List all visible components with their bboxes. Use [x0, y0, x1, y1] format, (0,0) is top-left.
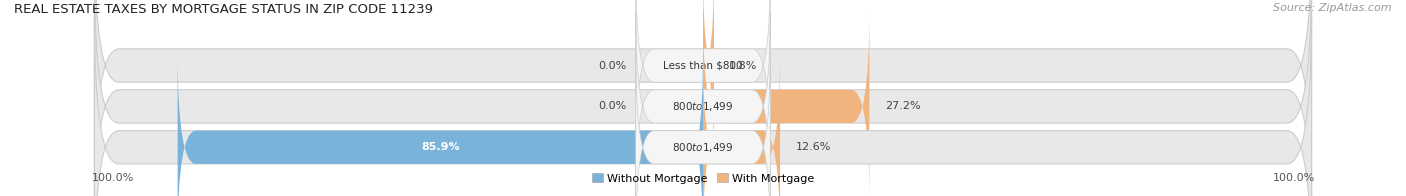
- FancyBboxPatch shape: [636, 12, 770, 196]
- Text: $800 to $1,499: $800 to $1,499: [672, 100, 734, 113]
- FancyBboxPatch shape: [636, 0, 770, 160]
- Text: Source: ZipAtlas.com: Source: ZipAtlas.com: [1274, 3, 1392, 13]
- FancyBboxPatch shape: [696, 0, 721, 160]
- FancyBboxPatch shape: [94, 16, 1312, 196]
- FancyBboxPatch shape: [177, 53, 703, 196]
- FancyBboxPatch shape: [636, 53, 770, 196]
- FancyBboxPatch shape: [94, 0, 1312, 196]
- Text: Less than $800: Less than $800: [664, 61, 742, 71]
- Text: REAL ESTATE TAXES BY MORTGAGE STATUS IN ZIP CODE 11239: REAL ESTATE TAXES BY MORTGAGE STATUS IN …: [14, 3, 433, 16]
- Text: 85.9%: 85.9%: [420, 142, 460, 152]
- Legend: Without Mortgage, With Mortgage: Without Mortgage, With Mortgage: [592, 173, 814, 184]
- FancyBboxPatch shape: [703, 53, 780, 196]
- Text: 27.2%: 27.2%: [884, 101, 921, 111]
- Text: $800 to $1,499: $800 to $1,499: [672, 141, 734, 154]
- Text: 1.8%: 1.8%: [730, 61, 758, 71]
- Text: 0.0%: 0.0%: [599, 61, 627, 71]
- FancyBboxPatch shape: [94, 0, 1312, 196]
- Text: 100.0%: 100.0%: [1272, 173, 1315, 183]
- Text: 0.0%: 0.0%: [599, 101, 627, 111]
- FancyBboxPatch shape: [703, 12, 869, 196]
- Text: 12.6%: 12.6%: [796, 142, 831, 152]
- Text: 100.0%: 100.0%: [91, 173, 134, 183]
